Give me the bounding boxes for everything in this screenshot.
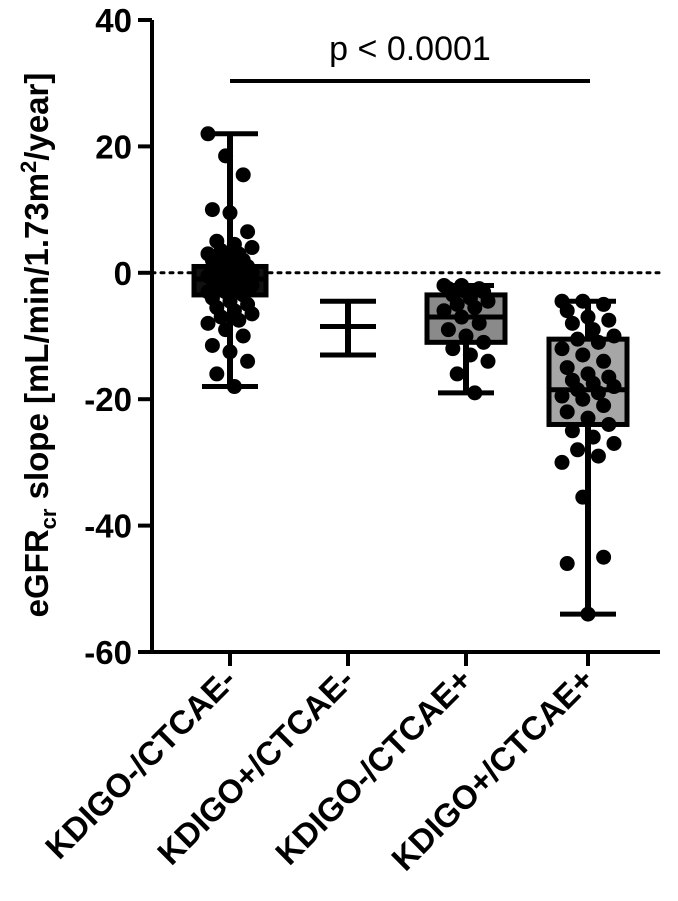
data-point	[226, 379, 242, 395]
data-point	[559, 404, 575, 420]
data-point	[580, 606, 596, 622]
data-point	[554, 454, 570, 470]
x-axis-labels: KDIGO-/CTCAE-KDIGO+/CTCAE-KDIGO-/CTCAE+K…	[38, 661, 601, 878]
y-tick-label: 20	[95, 128, 132, 165]
data-point	[204, 337, 220, 353]
x-category-label: KDIGO+/CTCAE-	[150, 661, 361, 872]
y-tick-label: -20	[84, 381, 132, 418]
data-point	[564, 423, 580, 439]
significance-annotation: p < 0.0001	[230, 30, 590, 83]
box-group-3	[424, 277, 508, 401]
data-point	[222, 344, 238, 360]
data-point	[596, 398, 612, 414]
data-point	[575, 391, 591, 407]
data-point	[445, 341, 461, 357]
y-axis: 40 20 0 -20 -40 -60	[84, 2, 660, 671]
data-point	[570, 442, 586, 458]
y-tick-label: 40	[95, 2, 132, 39]
data-point	[480, 353, 496, 369]
data-point	[596, 353, 612, 369]
data-point	[606, 435, 622, 451]
y-axis-title-end: /year]	[18, 73, 55, 161]
data-point	[222, 205, 238, 221]
data-point	[585, 322, 601, 338]
data-point	[235, 328, 251, 344]
data-point	[458, 328, 474, 344]
data-point	[462, 347, 478, 363]
data-point	[580, 309, 596, 325]
p-value-label: p < 0.0001	[329, 30, 491, 68]
data-point	[559, 556, 575, 572]
data-point	[570, 331, 586, 347]
y-tick-label: -60	[84, 634, 132, 671]
data-point	[231, 312, 247, 328]
plot-area	[191, 126, 630, 622]
y-tick-label: 0	[114, 255, 132, 292]
data-point	[209, 366, 225, 382]
data-point	[554, 388, 570, 404]
y-axis-title: eGFRcr slope [mL/min/1.73m2/year]	[16, 73, 61, 618]
data-point	[436, 303, 452, 319]
data-point	[585, 429, 601, 445]
data-point	[606, 328, 622, 344]
data-point	[559, 360, 575, 376]
data-point	[575, 347, 591, 363]
data-point	[471, 315, 487, 331]
data-point	[218, 322, 234, 338]
data-point	[476, 334, 492, 350]
data-point	[244, 240, 260, 256]
data-point	[606, 379, 622, 395]
data-point	[590, 385, 606, 401]
box-group-1	[191, 126, 269, 395]
data-point	[240, 353, 256, 369]
data-point	[204, 202, 220, 218]
data-point	[200, 315, 216, 331]
data-point	[449, 296, 465, 312]
y-axis-title-subscript: cr	[36, 508, 61, 529]
data-point	[564, 315, 580, 331]
data-point	[213, 309, 229, 325]
data-point	[580, 410, 596, 426]
data-point	[200, 126, 216, 142]
y-axis-title-main: eGFR	[18, 529, 55, 617]
data-point	[554, 341, 570, 357]
y-axis-title-middle: slope [mL/min/1.73m	[18, 173, 55, 509]
data-point	[454, 309, 470, 325]
data-point	[467, 385, 483, 401]
data-point	[467, 300, 483, 316]
data-point	[575, 293, 591, 309]
x-category-label: KDIGO+/CTCAE+	[384, 661, 601, 878]
data-point	[601, 312, 617, 328]
y-tick-label: -40	[84, 508, 132, 545]
box-group-2	[320, 298, 376, 358]
box-group-4	[546, 293, 630, 622]
data-point	[449, 366, 465, 382]
data-point	[596, 549, 612, 565]
data-point	[244, 277, 260, 293]
data-point	[601, 416, 617, 432]
data-point	[235, 167, 251, 183]
data-point	[218, 148, 234, 164]
data-point	[440, 322, 456, 338]
data-point	[244, 306, 260, 322]
data-point	[590, 448, 606, 464]
data-point	[596, 296, 612, 312]
data-point	[240, 224, 256, 240]
data-point	[575, 489, 591, 505]
data-point	[480, 293, 496, 309]
data-point	[559, 303, 575, 319]
data-point	[590, 334, 606, 350]
y-axis-title-superscript: 2	[16, 161, 41, 173]
